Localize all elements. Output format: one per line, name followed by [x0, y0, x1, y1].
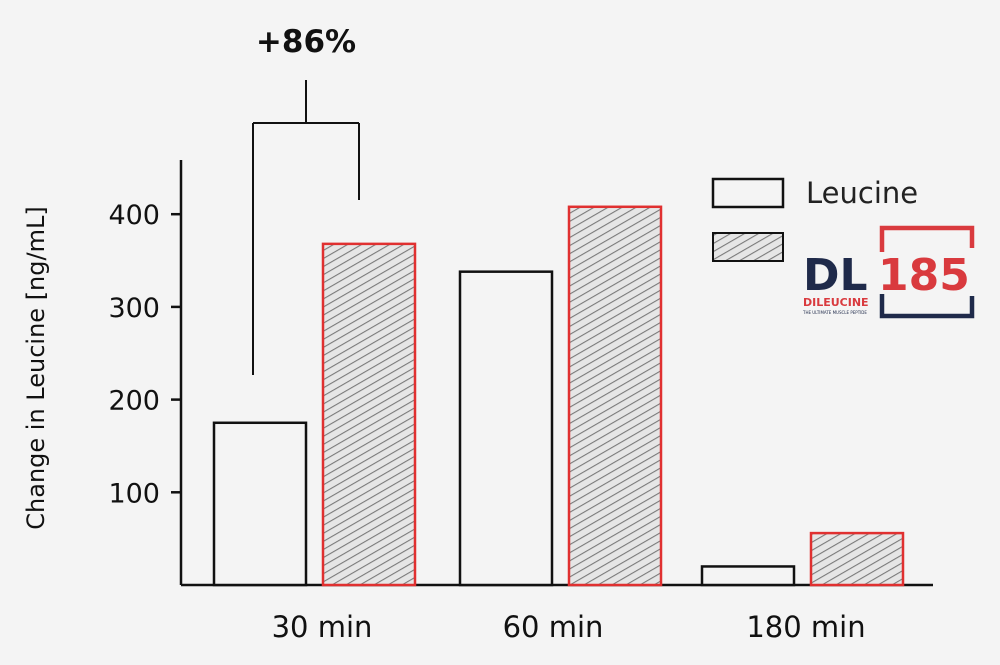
bars	[212, 205, 905, 587]
logo-dileucine-text: DILEUCINE	[803, 296, 869, 309]
comparison-bracket	[252, 80, 360, 375]
x-tick-labels: 30 min 60 min 180 min	[272, 610, 866, 644]
x-tick-label: 60 min	[503, 610, 604, 644]
logo-dl-text: DL	[803, 250, 868, 301]
y-tick-label: 200	[108, 386, 160, 417]
bar-dl185	[567, 205, 663, 587]
y-axis-label: Change in Leucine [ng/mL]	[22, 206, 50, 529]
legend: Leucine DL 185 DILEUCINE THE ULTIMATE MU…	[711, 176, 975, 319]
x-tick-label: 30 min	[272, 610, 373, 644]
bar-leucine	[212, 421, 308, 587]
y-tick-label: 400	[108, 200, 160, 231]
x-tick-label: 180 min	[746, 610, 865, 644]
bar-dl185	[809, 531, 905, 587]
logo-185-text: 185	[878, 250, 970, 301]
y-tick-label: 300	[108, 293, 160, 324]
bar-leucine	[458, 270, 554, 587]
y-ticks: 100 200 300 400	[108, 200, 181, 509]
dl185-logo: DL 185 DILEUCINE THE ULTIMATE MUSCLE PEP…	[802, 225, 975, 319]
logo-tagline-text: THE ULTIMATE MUSCLE PEPTIDE	[802, 310, 867, 315]
y-tick-label: 100	[108, 478, 160, 509]
bar-leucine	[700, 565, 796, 587]
percent-increase-label: +86%	[256, 24, 356, 60]
legend-swatch-dl185	[712, 232, 784, 262]
legend-swatch-leucine	[711, 177, 785, 209]
legend-label-leucine: Leucine	[806, 176, 918, 210]
bar-dl185	[321, 242, 417, 587]
